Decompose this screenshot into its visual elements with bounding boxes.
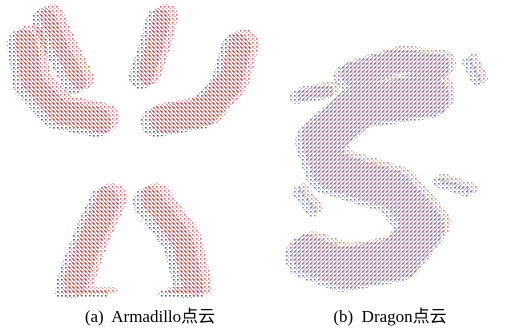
armadillo-point-cloud — [22, 16, 244, 294]
dragon-point-cloud — [297, 58, 497, 270]
caption: (b) Dragon点云 — [333, 307, 446, 326]
caption: (a) Armadillo点云 — [85, 307, 215, 326]
figure: (a) Armadillo点云 (b) Dragon点云 — [0, 0, 516, 334]
